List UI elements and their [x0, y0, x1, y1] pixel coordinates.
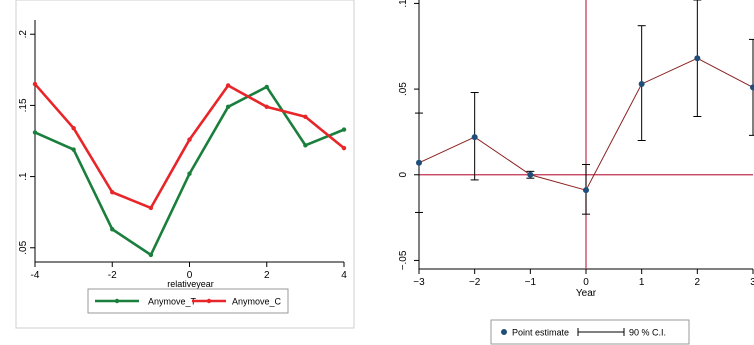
- left-series-point-0: [303, 143, 308, 148]
- right-legend-marker-0: [501, 329, 507, 335]
- right-x-tick-label: 2: [695, 277, 701, 288]
- left-x-axis-title: relativeyear: [167, 279, 214, 289]
- right-estimate-point: [694, 55, 701, 62]
- right-legend-label-1: 90 % C.I.: [629, 328, 666, 338]
- right-y-tick-label: .05: [398, 82, 409, 96]
- left-series-point-0: [187, 171, 192, 176]
- right-y-tick-label: −.05: [398, 250, 409, 270]
- right-x-tick-label: 3: [750, 277, 754, 288]
- left-x-tick-label: 4: [341, 270, 347, 281]
- left-y-tick-label: .15: [18, 98, 29, 112]
- right-x-tick-label: −2: [469, 277, 481, 288]
- right-estimate-point: [583, 187, 589, 194]
- left-y-tick-label: .1: [18, 172, 29, 181]
- right-estimate-point: [416, 159, 422, 166]
- left-series-point-0: [341, 127, 347, 132]
- left-legend-marker-0: [114, 298, 120, 304]
- right-x-tick-label: −3: [413, 277, 425, 288]
- left-series-point-1: [225, 83, 231, 88]
- left-series-point-1: [148, 205, 154, 211]
- left-legend-label-1: Anymove_C: [232, 297, 282, 307]
- right-legend-label-0: Point estimate: [512, 328, 569, 338]
- left-series-point-0: [110, 227, 115, 232]
- left-series-point-1: [110, 190, 115, 195]
- left-legend-label-0: Anymove_T: [148, 297, 197, 307]
- left-x-tick-label: 2: [264, 270, 270, 281]
- left-y-tick-label: .2: [18, 30, 29, 39]
- left-series-point-1: [341, 145, 347, 151]
- left-series-point-1: [303, 114, 308, 120]
- right-estimate-point: [750, 84, 754, 91]
- left-x-tick-label: 0: [187, 270, 193, 281]
- left-series-point-0: [32, 130, 38, 135]
- left-series-point-0: [264, 84, 269, 90]
- right-estimate-point: [638, 80, 645, 87]
- left-series-point-0: [148, 252, 154, 258]
- left-series-point-1: [32, 81, 38, 87]
- left-series-point-1: [71, 125, 76, 131]
- left-series-point-0: [225, 104, 231, 110]
- right-estimate-point: [471, 134, 478, 141]
- right-x-axis-title: Year: [576, 288, 597, 299]
- right-x-tick-label: −1: [525, 277, 537, 288]
- left-x-tick-label: -4: [31, 270, 40, 281]
- right-estimate-point: [527, 171, 534, 178]
- left-series-point-1: [187, 137, 192, 142]
- left-series-point-0: [71, 147, 76, 152]
- right-chart: −.05 0 .05 .1 −3 −2 −1 0 1 2 3 Year Point estimate 90…: [398, 0, 754, 345]
- left-chart: .05 .1 .15 .2 -4 -2 0 2 4 relativeyear Anymove_T An…: [15, 0, 355, 329]
- left-x-tick-label: -2: [108, 270, 117, 281]
- left-series-point-1: [264, 104, 269, 110]
- right-x-tick-label: 1: [639, 277, 645, 288]
- right-x-tick-label: 0: [583, 277, 589, 288]
- left-graph-frame: [15, 0, 355, 329]
- right-y-tick-label: .1: [398, 0, 409, 8]
- right-y-tick-label: 0: [398, 172, 409, 178]
- left-legend-marker-1: [206, 298, 212, 304]
- left-y-tick-label: .05: [18, 240, 29, 254]
